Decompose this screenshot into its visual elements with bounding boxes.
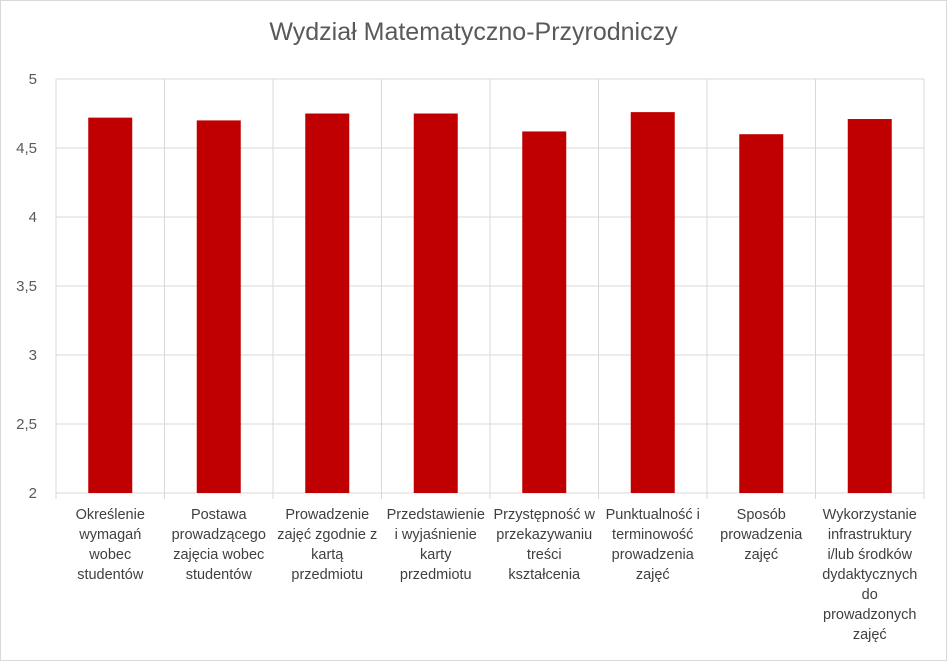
x-tick-label: Punktualność i terminowość prowadzenia z… [605, 507, 700, 583]
bar [847, 119, 892, 494]
bar [630, 112, 675, 494]
bar [739, 134, 784, 493]
y-tick-label: 3 [29, 347, 37, 364]
y-tick-label: 4,5 [16, 140, 37, 157]
bar [196, 120, 241, 494]
y-tick-label: 5 [29, 71, 37, 88]
x-tick-label: Postawa prowadzącego zajęcia wobec stude… [171, 507, 266, 583]
bar [305, 113, 350, 493]
x-tick-label: Sposób prowadzenia zajęć [720, 507, 803, 563]
x-tick-label: Wykorzystanie infrastruktury i/lub środk… [822, 507, 918, 643]
y-tick-label: 4 [29, 209, 37, 226]
x-tick-label: Przystępność w przekazywaniu treści kszt… [493, 507, 596, 583]
x-tick-label: Określenie wymagań wobec studentów [75, 507, 145, 583]
y-tick-label: 2,5 [16, 416, 37, 433]
y-tick-label: 3,5 [16, 278, 37, 295]
x-tick-label: Przedstawienie i wyjaśnienie karty przed… [386, 507, 485, 583]
chart-title: Wydział Matematyczno-Przyrodniczy [269, 18, 678, 46]
y-tick-label: 2 [29, 485, 37, 502]
x-tick-label: Prowadzenie zajęć zgodnie z kartą przedm… [277, 507, 378, 583]
bar [522, 131, 567, 493]
bar [88, 117, 133, 493]
bar [413, 113, 458, 493]
